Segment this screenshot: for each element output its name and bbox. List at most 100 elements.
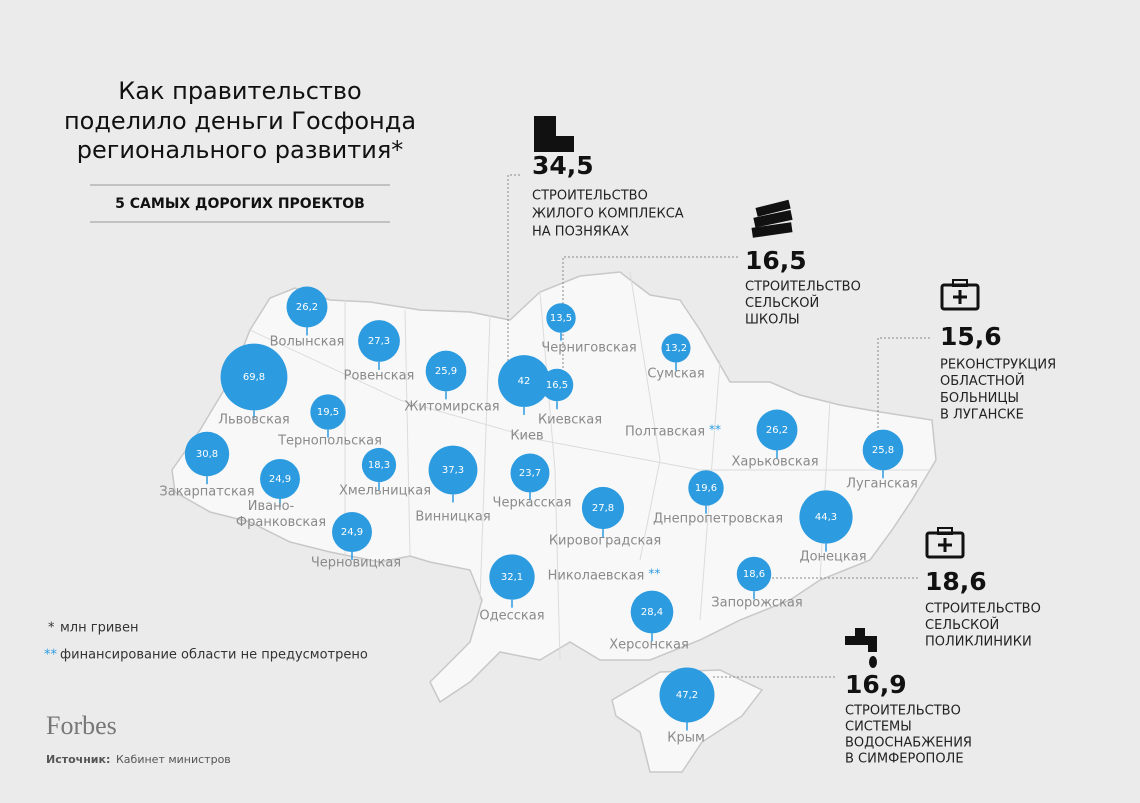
region-name: Запорожская (711, 596, 802, 611)
bubble-label: 19,6 (695, 483, 717, 494)
bubble-label: 27,3 (368, 336, 390, 347)
bubble-label: 32,1 (501, 572, 523, 583)
bubble (489, 554, 535, 600)
icon-building (534, 116, 574, 152)
region-name: Одесская (479, 609, 544, 624)
bubble-label: 19,5 (317, 407, 339, 418)
region-name: Николаевская (548, 569, 645, 584)
bubble-label: 28,4 (641, 607, 663, 618)
bubble (630, 590, 674, 634)
bubble (361, 447, 397, 483)
source-label: Источник: (46, 753, 110, 766)
project-description: В ЛУГАНСКЕ (940, 408, 1024, 423)
bubble-label: 37,3 (442, 465, 464, 476)
bubble (736, 556, 772, 592)
footnote: финансирование области не предусмотрено (60, 648, 368, 663)
bubble (659, 667, 715, 723)
icon-medkit (940, 279, 980, 311)
region-name: Донецкая (799, 550, 866, 565)
project-description: ЖИЛОГО КОМПЛЕКСА (532, 207, 684, 222)
project-description: СТРОИТЕЛЬСТВО (532, 189, 648, 204)
bubble (688, 470, 724, 506)
region-name: Черкасская (493, 496, 572, 511)
bubble-label: 42 (518, 376, 531, 387)
bubble (425, 350, 467, 392)
region-note: ** (709, 423, 721, 437)
bubble-label: 27,8 (592, 503, 614, 514)
project-description: НА ПОЗНЯКАХ (532, 225, 629, 240)
project-description: СТРОИТЕЛЬСТВО (925, 602, 1041, 617)
bubble-label: 26,2 (296, 302, 318, 313)
brand: Forbes (46, 711, 117, 740)
region-name: Хмельницкая (339, 484, 431, 499)
bubble (220, 343, 288, 411)
region-name: Киевская (538, 413, 602, 428)
bubble (332, 512, 372, 552)
bubble-label: 44,3 (815, 512, 837, 523)
bubble (546, 303, 576, 333)
bubble (498, 355, 550, 407)
region-name: Ивано-Франковская (236, 499, 326, 530)
region-name: Закарпатская (159, 485, 254, 500)
region-name: Херсонская (609, 638, 689, 653)
bubble (358, 320, 400, 362)
bubble-label: 25,9 (435, 366, 457, 377)
source: Кабинет министров (116, 753, 231, 766)
region-name: Черновицкая (311, 556, 401, 571)
bubble-label: 69,8 (243, 372, 265, 383)
footnote-marker: ** (44, 648, 58, 663)
project-value: 16,5 (745, 246, 807, 275)
footnote-marker: * (48, 621, 55, 636)
project-description: В СИМФЕРОПОЛЕ (845, 752, 964, 767)
bubble (540, 368, 574, 402)
map-mainland (171, 271, 937, 704)
region-name: Винницкая (415, 510, 490, 525)
bubble-label: 24,9 (341, 527, 363, 538)
connector (877, 337, 930, 432)
bubble-label: 23,7 (519, 468, 541, 479)
bubble-label: 47,2 (676, 690, 698, 701)
connector (507, 174, 520, 362)
title-line: регионального развития* (77, 136, 404, 164)
region-name: Луганская (846, 477, 918, 492)
title-line: Как правительство (118, 77, 361, 105)
bubble-label: 16,5 (546, 380, 568, 391)
project-description: СТРОИТЕЛЬСТВО (845, 704, 961, 719)
project-description: СТРОИТЕЛЬСТВО (745, 280, 861, 295)
region-name: Крым (667, 731, 705, 746)
footnote: млн гривен (60, 621, 138, 636)
region-name: Днепропетровская (653, 512, 783, 527)
project-description: СЕЛЬСКОЙ (925, 617, 999, 633)
bubble-label: 25,8 (872, 445, 894, 456)
bubble-label: 18,3 (368, 460, 390, 471)
region-name: Полтавская (625, 425, 705, 440)
project-description: ПОЛИКЛИНИКИ (925, 635, 1032, 650)
region-name: Кировоградская (549, 534, 661, 549)
region-name: Черниговская (541, 341, 636, 356)
region-name: Харьковская (731, 455, 818, 470)
project-description: РЕКОНСТРУКЦИЯ (940, 358, 1056, 373)
project-description: ВОДОСНАБЖЕНИЯ (845, 736, 972, 751)
bubble-label: 30,8 (196, 449, 218, 460)
region-name: Киев (510, 429, 543, 444)
bubble (184, 431, 230, 477)
icon-books (751, 199, 793, 238)
project-description: СЕЛЬСКОЙ (745, 295, 819, 311)
region-name: Львовская (218, 413, 290, 428)
bubble (862, 429, 904, 471)
bubble (661, 333, 691, 363)
title-line: поделило деньги Госфонда (64, 107, 416, 135)
project-description: СИСТЕМЫ (845, 720, 912, 735)
bubble (756, 409, 798, 451)
region-name: Тернопольская (277, 434, 382, 449)
project-value: 18,6 (925, 567, 987, 596)
bubble (428, 445, 478, 495)
bubble (310, 394, 346, 430)
bubble (510, 453, 550, 493)
project-value: 15,6 (940, 322, 1002, 351)
region-name: Сумская (647, 367, 704, 382)
bubble-label: 26,2 (766, 425, 788, 436)
region-name: Ровенская (344, 369, 415, 384)
project-value: 34,5 (532, 151, 594, 180)
